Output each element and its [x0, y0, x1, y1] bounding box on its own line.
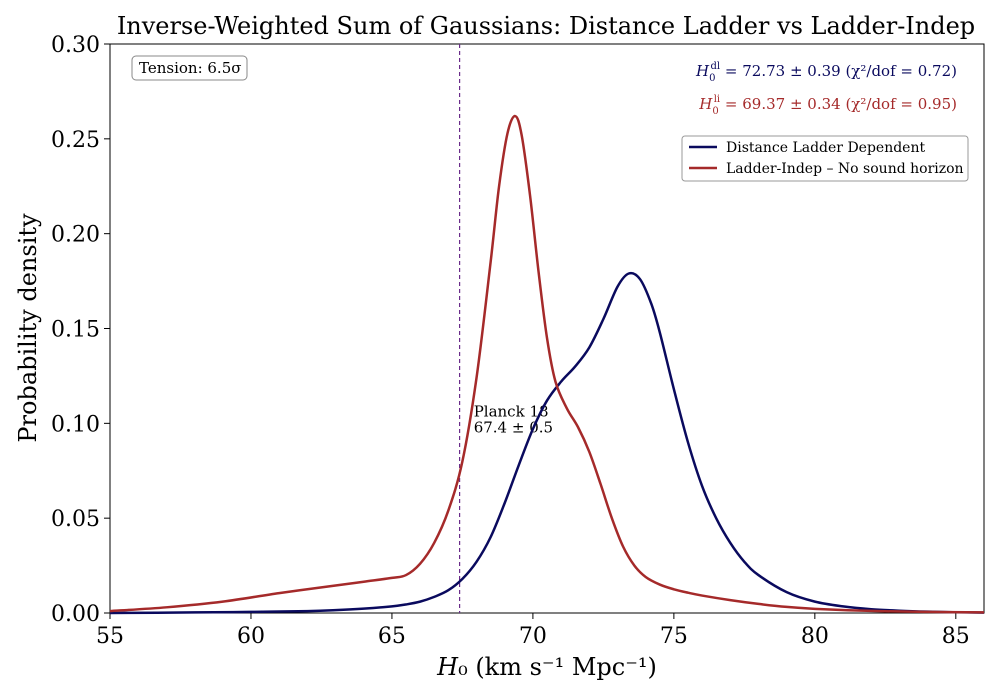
y-tick-label: 0.10	[51, 412, 100, 437]
x-axis-label: H₀ (km s⁻¹ Mpc⁻¹)	[436, 653, 657, 681]
legend: Distance Ladder Dependent Ladder-Indep –…	[681, 135, 969, 182]
x-tick-label: 80	[801, 624, 829, 649]
y-axis-ticks: 0.00 0.05 0.10 0.15 0.20 0.25 0.30	[51, 33, 110, 627]
y-tick-label: 0.25	[51, 128, 100, 153]
dl-annotation-sub: 0	[709, 73, 715, 84]
tension-text: Tension: 6.5σ	[139, 59, 241, 77]
x-axis-ticks: 55 60 65 70 75 80 85	[96, 613, 970, 649]
x-tick-label: 70	[519, 624, 547, 649]
y-tick-label: 0.30	[51, 33, 100, 58]
li-annotation: H0li = 69.37 ± 0.34 (χ²/dof = 0.95)	[698, 94, 957, 117]
y-tick-label: 0.15	[51, 318, 100, 343]
x-tick-label: 75	[660, 624, 688, 649]
li-annotation-h: H	[698, 95, 713, 113]
li-annotation-sub: 0	[712, 106, 718, 117]
x-tick-label: 65	[378, 624, 406, 649]
dl-annotation-h: H	[695, 62, 710, 80]
dl-annotation: H0dl = 72.73 ± 0.39 (χ²/dof = 0.72)	[695, 61, 957, 84]
planck-label: Planck 18	[474, 402, 549, 420]
tension-box: Tension: 6.5σ	[131, 55, 248, 81]
x-tick-label: 60	[237, 624, 265, 649]
legend-label-distance-ladder: Distance Ladder Dependent	[726, 140, 925, 156]
li-annotation-text: = 69.37 ± 0.34 (χ²/dof = 0.95)	[720, 95, 957, 113]
series-lines	[109, 114, 985, 615]
series-line-ladder-indep	[109, 114, 985, 614]
chart-title: Inverse-Weighted Sum of Gaussians: Dista…	[117, 12, 975, 40]
dl-annotation-sup: dl	[711, 61, 721, 72]
y-tick-label: 0.05	[51, 507, 100, 532]
x-tick-label: 55	[96, 624, 124, 649]
legend-label-ladder-indep: Ladder-Indep – No sound horizon	[726, 161, 964, 177]
plot-frame	[109, 43, 985, 614]
legend-frame	[681, 135, 969, 182]
y-axis-label: Probability density	[14, 213, 42, 443]
li-annotation-sup: li	[714, 94, 720, 105]
series-line-distance-ladder	[109, 271, 985, 615]
y-tick-label: 0.00	[51, 602, 100, 627]
dl-annotation-text: = 72.73 ± 0.39 (χ²/dof = 0.72)	[720, 62, 957, 80]
tension-box-frame	[131, 55, 248, 81]
planck-value-label: 67.4 ± 0.5	[474, 418, 553, 436]
x-tick-label: 85	[942, 624, 970, 649]
y-tick-label: 0.20	[51, 223, 100, 248]
